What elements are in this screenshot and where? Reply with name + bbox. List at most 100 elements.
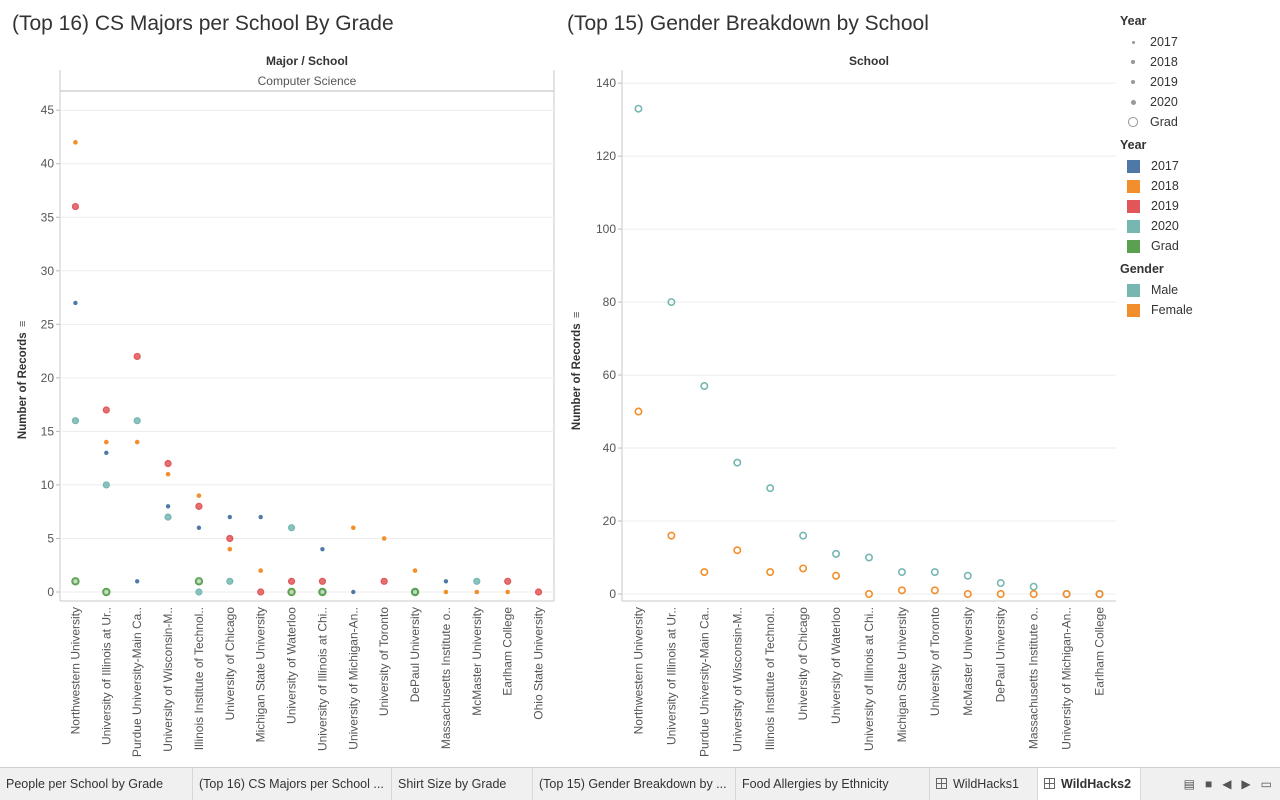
gender-breakdown-chart[interactable]: School 0 20 40 60 80 100 120 140 Number of Record…: [560, 50, 1120, 760]
data-point-male: [667, 298, 676, 307]
sheet-tab[interactable]: People per School by Grade: [0, 768, 193, 800]
cs-majors-chart[interactable]: Major / School Computer Science 0 5 10 15 20 25…: [0, 50, 560, 760]
data-point-male: [930, 568, 939, 577]
y-tick-label: 5: [47, 531, 54, 545]
y-tick-label: 30: [41, 264, 55, 278]
legend-size-title: Year: [1120, 14, 1147, 28]
sheet-tab-label: Food Allergies by Ethnicity: [742, 777, 889, 791]
legend-color-item[interactable]: Grad: [1120, 236, 1270, 256]
data-point-2017: [134, 579, 140, 584]
y-tick-label: 80: [603, 295, 617, 309]
chart-header: School: [849, 54, 889, 68]
legend-swatch: [1127, 179, 1140, 193]
data-point-male: [864, 553, 873, 562]
data-point-female: [634, 407, 643, 416]
legend-panel: Year 2017 2018 2019 2020 Grad Year 2017 2018 2…: [1120, 8, 1270, 320]
sheet-tab-label: WildHacks1: [953, 777, 1019, 791]
sheet-tab-label: Shirt Size by Grade: [398, 777, 507, 791]
legend-size-list: 2017 2018 2019 2020 Grad: [1120, 32, 1270, 132]
data-point-2019: [318, 577, 327, 585]
legend-color-item[interactable]: 2018: [1120, 176, 1270, 196]
x-tick-label: University of Illinois at Ur..: [99, 607, 113, 745]
prev-sheet-icon[interactable]: ◀: [1222, 777, 1232, 791]
legend-color-item[interactable]: 2017: [1120, 156, 1270, 176]
data-point-female: [1095, 589, 1104, 598]
legend-label: 2019: [1150, 75, 1178, 89]
x-tick-label: DePaul University: [994, 607, 1008, 702]
legend-color-item[interactable]: 2020: [1120, 216, 1270, 236]
legend-label: 2017: [1151, 159, 1179, 173]
legend-label: Female: [1151, 303, 1193, 317]
data-point-male: [832, 549, 841, 558]
sheet-tab[interactable]: (Top 16) CS Majors per School ...: [193, 768, 392, 800]
sheet-tab[interactable]: Food Allergies by Ethnicity: [736, 768, 930, 800]
data-point-2017: [351, 589, 356, 595]
presentation-icon[interactable]: ▭: [1260, 777, 1272, 791]
sheet-tab[interactable]: (Top 15) Gender Breakdown by ...: [533, 768, 736, 800]
y-tick-label: 10: [41, 478, 55, 492]
data-point-male: [733, 458, 742, 467]
legend-color-list: 2017 2018 2019 2020 Grad: [1120, 156, 1270, 256]
legend-color-item[interactable]: 2019: [1120, 196, 1270, 216]
data-point-2020: [226, 577, 234, 585]
data-point-grad-inner: [73, 579, 78, 584]
y-axis-label: Number of Records: [17, 332, 29, 439]
data-point-2018: [474, 589, 480, 595]
data-point-2018: [134, 439, 140, 445]
legend-color-item[interactable]: Male: [1120, 280, 1270, 300]
x-tick-label: University of Waterloo: [285, 607, 299, 724]
y-tick-label: 120: [596, 149, 616, 163]
data-point-2019: [195, 502, 203, 510]
legend-label: Grad: [1150, 115, 1178, 129]
data-point-female: [930, 586, 939, 595]
filmstrip-view-icon[interactable]: ▤: [1183, 777, 1195, 791]
x-tick-label: McMaster University: [961, 607, 975, 716]
data-point-female: [897, 586, 906, 595]
data-point-female: [996, 589, 1005, 598]
grid-view-icon[interactable]: ■: [1204, 777, 1213, 791]
data-point-2018: [412, 568, 418, 573]
legend-size-item[interactable]: 2020: [1120, 92, 1270, 112]
data-point-2017: [258, 514, 263, 520]
next-sheet-icon[interactable]: ▶: [1241, 777, 1251, 791]
sheet-tab[interactable]: WildHacks1: [930, 768, 1038, 800]
data-point-2020: [473, 577, 481, 585]
data-point-2020: [164, 513, 172, 521]
sheet-tab[interactable]: Shirt Size by Grade: [392, 768, 533, 800]
legend-label: 2020: [1150, 95, 1178, 109]
legend-label: 2018: [1151, 179, 1179, 193]
y-tick-label: 20: [41, 371, 55, 385]
x-tick-label: Illinois Institute of Technol..: [763, 607, 777, 750]
legend-swatch: [1127, 303, 1140, 317]
legend-size-item[interactable]: 2018: [1120, 52, 1270, 72]
data-point-grad-inner: [104, 590, 109, 594]
sheet-tab[interactable]: WildHacks2: [1038, 768, 1141, 800]
legend-label: 2020: [1151, 219, 1179, 233]
legend-label: Grad: [1151, 239, 1179, 253]
x-tick-label: University of Wisconsin-M..: [730, 607, 744, 752]
x-tick-label: University of Wisconsin-M..: [161, 607, 175, 752]
data-point-grad-inner: [413, 590, 418, 594]
data-point-2019: [380, 577, 388, 585]
legend-size-item[interactable]: Grad: [1120, 112, 1270, 132]
data-point-female: [832, 571, 841, 580]
legend-label: Male: [1151, 283, 1179, 297]
y-tick-label: 60: [603, 368, 617, 382]
data-point-2018: [227, 546, 233, 552]
data-point-2018: [165, 471, 171, 477]
data-point-male: [963, 571, 972, 580]
data-point-grad-inner: [196, 579, 201, 584]
chart-header: Major / School: [266, 54, 348, 68]
y-tick-label: 45: [41, 103, 55, 117]
data-point-2018: [381, 536, 387, 541]
data-point-2020: [195, 588, 203, 596]
legend-swatch: [1127, 219, 1140, 233]
data-point-2017: [196, 525, 202, 530]
legend-color-item[interactable]: Female: [1120, 300, 1270, 320]
sheet-tab-label: (Top 15) Gender Breakdown by ...: [539, 777, 727, 791]
sheet-tab-label: People per School by Grade: [6, 777, 164, 791]
legend-size-item[interactable]: 2019: [1120, 72, 1270, 92]
legend-size-item[interactable]: 2017: [1120, 32, 1270, 52]
data-point-2019: [504, 577, 512, 585]
legend-swatch: [1127, 159, 1140, 173]
